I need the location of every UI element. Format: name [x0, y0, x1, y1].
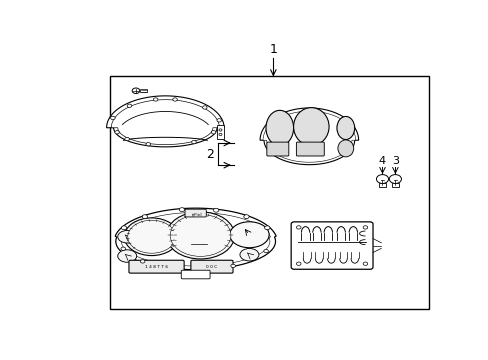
Ellipse shape [118, 230, 137, 243]
Polygon shape [263, 111, 355, 162]
Circle shape [296, 262, 301, 265]
Circle shape [363, 262, 367, 265]
Ellipse shape [337, 140, 353, 157]
Circle shape [264, 226, 269, 230]
Circle shape [296, 226, 301, 229]
Circle shape [179, 208, 184, 212]
Circle shape [230, 264, 235, 267]
Circle shape [264, 249, 268, 253]
Circle shape [121, 247, 125, 250]
Polygon shape [121, 212, 270, 266]
Circle shape [217, 119, 221, 122]
Circle shape [219, 133, 222, 135]
Circle shape [172, 98, 177, 101]
Ellipse shape [240, 248, 258, 261]
Bar [391, 184, 398, 186]
Bar [110, 76, 428, 309]
Circle shape [363, 226, 367, 229]
Circle shape [110, 116, 115, 120]
Circle shape [219, 129, 222, 131]
Text: 3: 3 [391, 156, 398, 166]
Ellipse shape [166, 212, 234, 259]
Polygon shape [115, 208, 276, 270]
FancyBboxPatch shape [129, 260, 184, 273]
Circle shape [213, 208, 218, 212]
Circle shape [132, 88, 140, 94]
Circle shape [211, 131, 215, 134]
Circle shape [121, 226, 126, 230]
FancyBboxPatch shape [184, 209, 206, 217]
Bar [140, 89, 147, 93]
Polygon shape [106, 96, 224, 147]
FancyBboxPatch shape [190, 260, 233, 273]
Circle shape [191, 140, 196, 144]
Circle shape [115, 131, 119, 134]
Circle shape [124, 138, 129, 141]
Circle shape [140, 260, 144, 263]
Circle shape [142, 215, 147, 219]
FancyBboxPatch shape [290, 222, 372, 269]
Text: 1: 1 [269, 43, 277, 56]
Text: +Pin: +Pin [191, 213, 200, 217]
Text: 0 0 C: 0 0 C [206, 265, 217, 269]
Polygon shape [260, 108, 358, 165]
Circle shape [376, 175, 388, 184]
Ellipse shape [293, 108, 328, 146]
Ellipse shape [127, 220, 175, 253]
Circle shape [244, 215, 248, 219]
FancyBboxPatch shape [266, 142, 288, 156]
Circle shape [202, 106, 206, 109]
Ellipse shape [124, 218, 179, 256]
Circle shape [153, 98, 158, 101]
Text: 4: 4 [378, 156, 385, 166]
Ellipse shape [265, 110, 293, 146]
FancyBboxPatch shape [181, 270, 210, 279]
Ellipse shape [118, 250, 137, 262]
Text: 2: 2 [205, 148, 213, 161]
Circle shape [127, 104, 131, 107]
Bar [217, 125, 224, 139]
Circle shape [146, 143, 150, 146]
Polygon shape [111, 100, 219, 145]
FancyBboxPatch shape [296, 142, 324, 156]
Ellipse shape [170, 215, 230, 256]
Bar [378, 184, 385, 186]
Circle shape [388, 175, 401, 184]
Ellipse shape [336, 116, 354, 140]
Text: 1 4 8 T T 6: 1 4 8 T T 6 [144, 265, 168, 269]
Ellipse shape [229, 222, 268, 248]
